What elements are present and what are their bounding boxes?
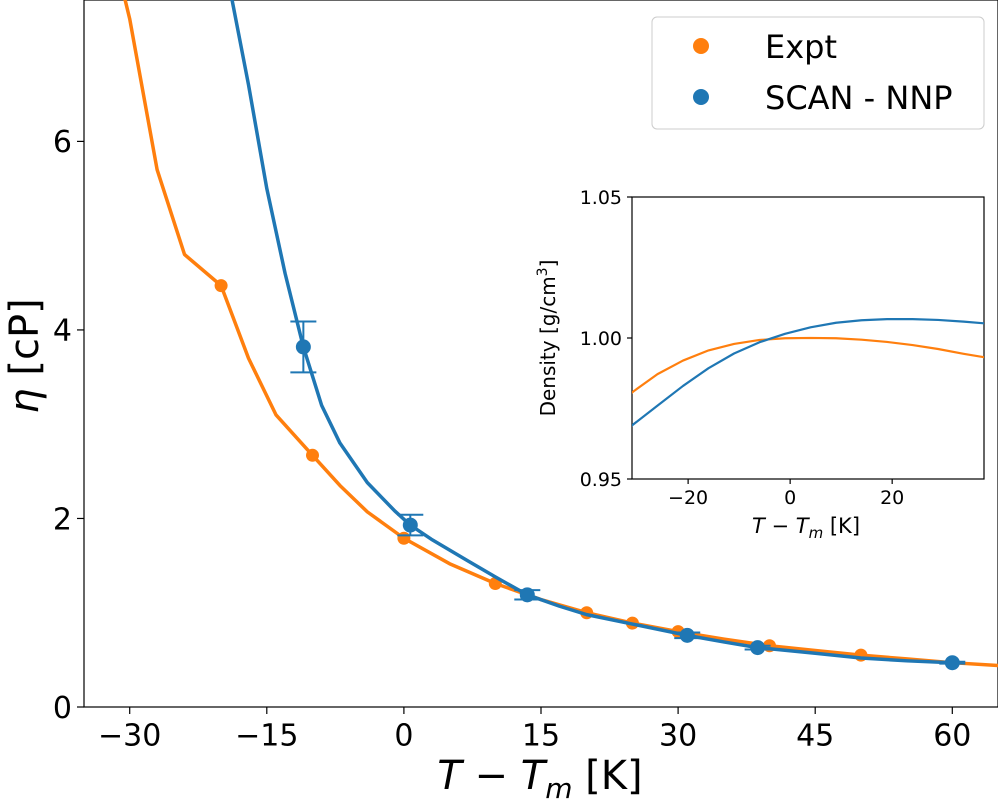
legend-marker-scan-nnp: [693, 89, 709, 105]
main-x-tick-label: −15: [235, 719, 298, 754]
inset-y-tick-label: 1.00: [580, 328, 622, 350]
inset-series-0-line: [632, 336, 984, 394]
main-series-1-point: [519, 587, 535, 603]
inset-y-label-sup: 3: [535, 267, 551, 276]
legend: Expt SCAN - NNP: [651, 16, 985, 130]
main-series-0-point: [306, 448, 319, 462]
inset-x-label-sub: m: [809, 524, 824, 542]
main-series-1-point: [750, 640, 766, 656]
main-x-label-unit: [K]: [572, 753, 642, 799]
inset-plot: −20 0 20 0.95 1.00 1.05: [580, 187, 985, 509]
inset-series-1-line: [632, 318, 984, 427]
inset-x-tick-label: 0: [784, 487, 796, 509]
main-y-tick-label: 2: [53, 502, 72, 537]
inset-x-tick-label: −20: [668, 487, 708, 509]
main-y-tick-label: 0: [53, 691, 72, 726]
inset-y-tick-label: 0.95: [580, 469, 622, 491]
main-x-tick-label: 60: [933, 719, 971, 754]
inset-y-tick-label: 1.05: [580, 187, 622, 209]
inset-y-axis-label: Density [g/cm3]: [535, 260, 560, 417]
legend-marker-expt: [693, 38, 709, 54]
main-y-axis-label: η [cP]: [2, 298, 48, 413]
main-series-0-point: [397, 531, 411, 545]
main-y-tick-label: 6: [53, 125, 72, 160]
legend-label-scan-nnp: SCAN - NNP: [765, 79, 953, 117]
main-y-tick-label: 4: [53, 314, 72, 349]
inset-y-label-text: Density [g/cm: [536, 276, 560, 416]
main-data-layer: [123, 0, 998, 671]
main-series-1-point: [295, 339, 311, 355]
main-series-1-point: [402, 517, 418, 533]
legend-label-expt: Expt: [765, 28, 837, 66]
legend-frame: [651, 16, 985, 130]
inset-y-label-end: ]: [536, 260, 560, 268]
main-x-tick-label: 15: [522, 719, 560, 754]
main-series-0-line: [123, 0, 998, 668]
main-x-tick-label: 45: [796, 719, 834, 754]
main-series-1-point: [679, 627, 695, 643]
main-x-axis-label: T − Tm [K]: [437, 753, 642, 800]
main-x-label-sub: m: [545, 772, 572, 800]
main-x-label-var: T − T: [437, 753, 548, 799]
inset-x-axis-label: T − Tm [K]: [752, 514, 860, 542]
inset-data-layer: [632, 318, 984, 427]
main-series-1-point: [944, 655, 960, 671]
main-series-0-point: [214, 279, 228, 293]
main-x-tick-label: 0: [394, 719, 413, 754]
inset-x-label-var: T − T: [752, 514, 811, 538]
main-y-label-var: η: [2, 388, 48, 413]
main-y-label-unit: [cP]: [2, 298, 48, 388]
main-x-tick-label: −30: [98, 719, 161, 754]
inset-x-label-unit: [K]: [823, 514, 860, 538]
inset-x-tick-label: 20: [880, 487, 904, 509]
main-x-tick-label: 30: [659, 719, 697, 754]
